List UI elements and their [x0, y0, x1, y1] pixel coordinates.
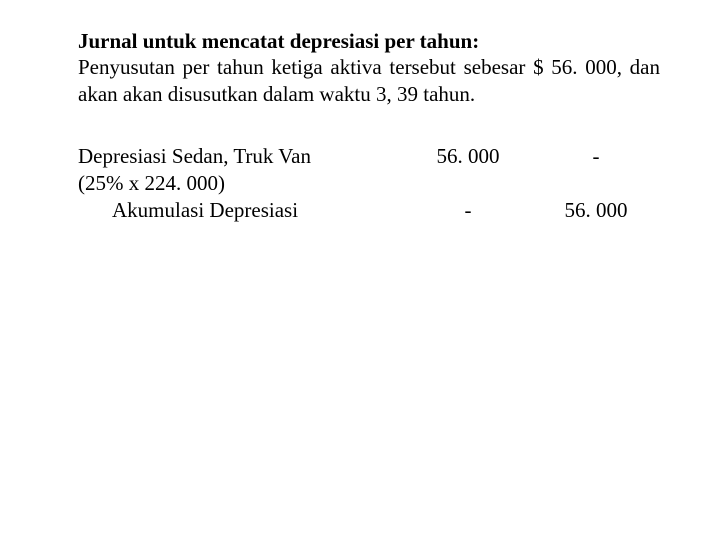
credit-cell: 56. 000	[532, 197, 660, 224]
journal-heading: Jurnal untuk mencatat depresiasi per tah…	[78, 28, 660, 54]
debit-cell: -	[404, 197, 532, 224]
account-cell: Akumulasi Depresiasi	[78, 197, 404, 224]
credit-cell: -	[532, 143, 660, 170]
debit-cell: 56. 000	[404, 143, 532, 170]
table-row: (25% x 224. 000)	[78, 170, 660, 197]
credit-cell	[532, 170, 660, 197]
table-row: Depresiasi Sedan, Truk Van 56. 000 -	[78, 143, 660, 170]
debit-cell	[404, 170, 532, 197]
account-cell: (25% x 224. 000)	[78, 170, 404, 197]
table-row: Akumulasi Depresiasi - 56. 000	[78, 197, 660, 224]
indented-account: Akumulasi Depresiasi	[78, 197, 298, 224]
account-cell: Depresiasi Sedan, Truk Van	[78, 143, 404, 170]
journal-table: Depresiasi Sedan, Truk Van 56. 000 - (25…	[78, 143, 660, 225]
journal-paragraph: Penyusutan per tahun ketiga aktiva terse…	[78, 54, 660, 107]
